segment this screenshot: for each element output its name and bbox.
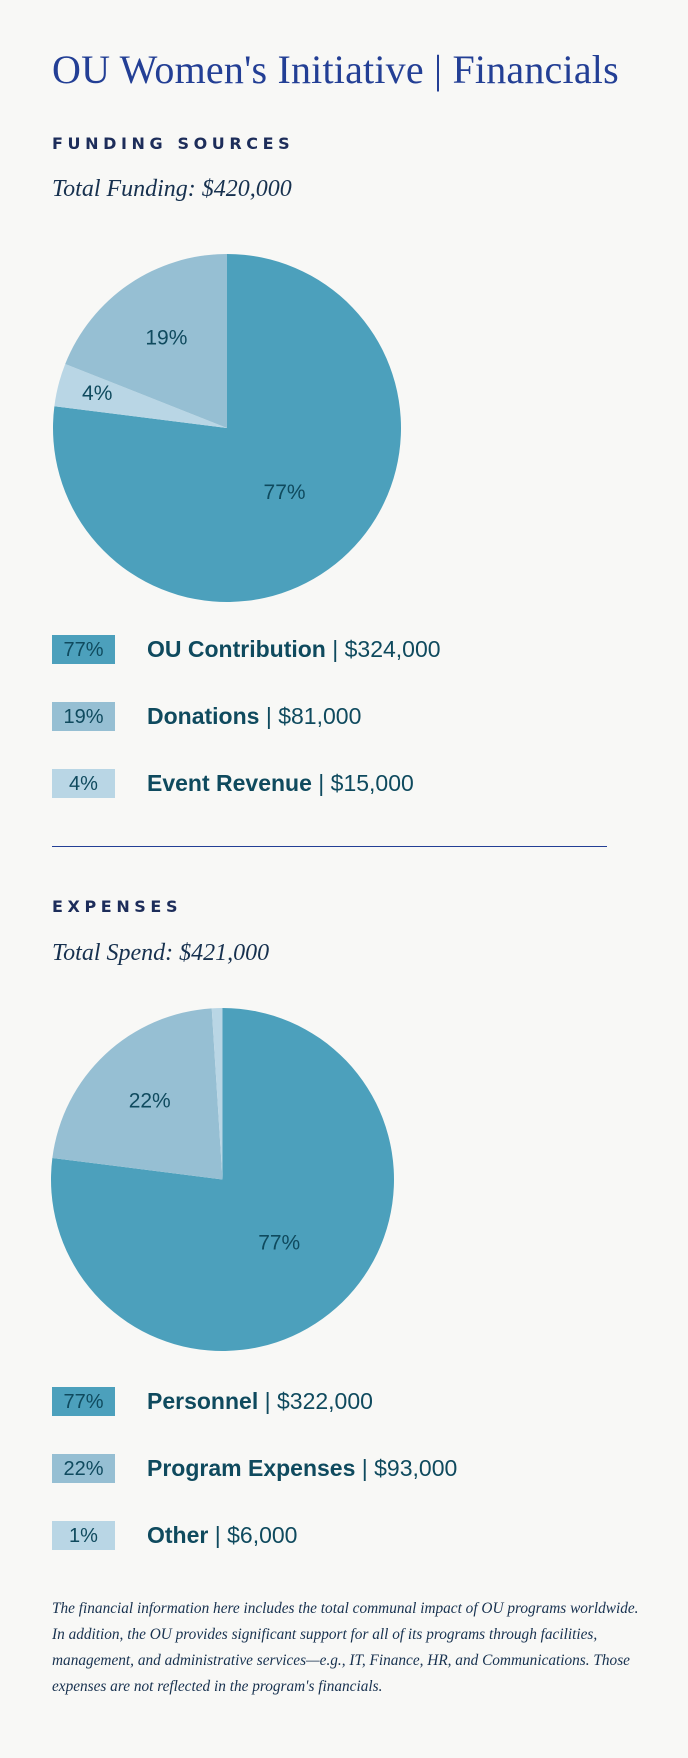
- legend-label: Other: [147, 1522, 209, 1548]
- legend-label: Program Expenses: [147, 1455, 356, 1481]
- legend-swatch: 22%: [52, 1454, 115, 1483]
- expenses-legend: 77% Personnel | $322,000 22% Program Exp…: [52, 1384, 612, 1585]
- legend-text: Program Expenses | $93,000: [147, 1455, 458, 1481]
- legend-item: 77% OU Contribution | $324,000: [52, 632, 612, 666]
- legend-item: 77% Personnel | $322,000: [52, 1384, 612, 1418]
- slice-label: 19%: [145, 326, 187, 349]
- slice-label: 4%: [82, 382, 112, 405]
- legend-swatch: 4%: [52, 769, 115, 798]
- legend-label: OU Contribution: [147, 636, 326, 662]
- pie-slice: [51, 1008, 395, 1351]
- legend-swatch: 77%: [52, 1387, 115, 1416]
- pie-slice: [52, 1008, 223, 1180]
- legend-text: Other | $6,000: [147, 1522, 298, 1548]
- page-title: OU Women's Initiative | Financials: [52, 47, 619, 92]
- legend-item: 22% Program Expenses | $93,000: [52, 1451, 612, 1485]
- legend-text: OU Contribution | $324,000: [147, 636, 441, 662]
- funding-heading: FUNDING SOURCES: [52, 134, 295, 153]
- legend-swatch: 77%: [52, 635, 115, 664]
- legend-amount: $15,000: [330, 770, 414, 796]
- funding-total: Total Funding: $420,000: [52, 176, 292, 202]
- funding-legend: 77% OU Contribution | $324,000 19% Donat…: [52, 632, 612, 833]
- pie-slice: [65, 254, 227, 428]
- legend-amount: $6,000: [227, 1522, 298, 1548]
- legend-swatch: 1%: [52, 1521, 115, 1550]
- slice-label: 77%: [258, 1231, 300, 1254]
- expenses-pie-chart: 77% 22%: [51, 1008, 395, 1351]
- slice-label: 77%: [264, 481, 306, 504]
- pie-slice: [52, 254, 402, 603]
- slice-label: 22%: [129, 1090, 171, 1113]
- legend-label: Personnel: [147, 1388, 259, 1414]
- pie-slice: [54, 363, 228, 428]
- legend-amount: $93,000: [374, 1455, 458, 1481]
- legend-item: 1% Other | $6,000: [52, 1518, 612, 1552]
- legend-text: Personnel | $322,000: [147, 1388, 373, 1414]
- legend-item: 19% Donations | $81,000: [52, 699, 612, 733]
- legend-text: Donations | $81,000: [147, 703, 362, 729]
- section-divider: [52, 846, 607, 847]
- pie-slice: [211, 1008, 223, 1180]
- legend-amount: $322,000: [276, 1388, 373, 1414]
- legend-item: 4% Event Revenue | $15,000: [52, 766, 612, 800]
- expenses-total: Total Spend: $421,000: [52, 940, 270, 966]
- legend-label: Event Revenue: [147, 770, 312, 796]
- funding-pie-chart: 77% 4% 19%: [52, 254, 402, 603]
- expenses-heading: EXPENSES: [52, 897, 183, 916]
- legend-label: Donations: [147, 703, 260, 729]
- legend-swatch: 19%: [52, 702, 115, 731]
- footnote: The financial information here includes …: [52, 1600, 639, 1695]
- legend-amount: $81,000: [278, 703, 362, 729]
- legend-amount: $324,000: [344, 636, 441, 662]
- legend-text: Event Revenue | $15,000: [147, 770, 414, 796]
